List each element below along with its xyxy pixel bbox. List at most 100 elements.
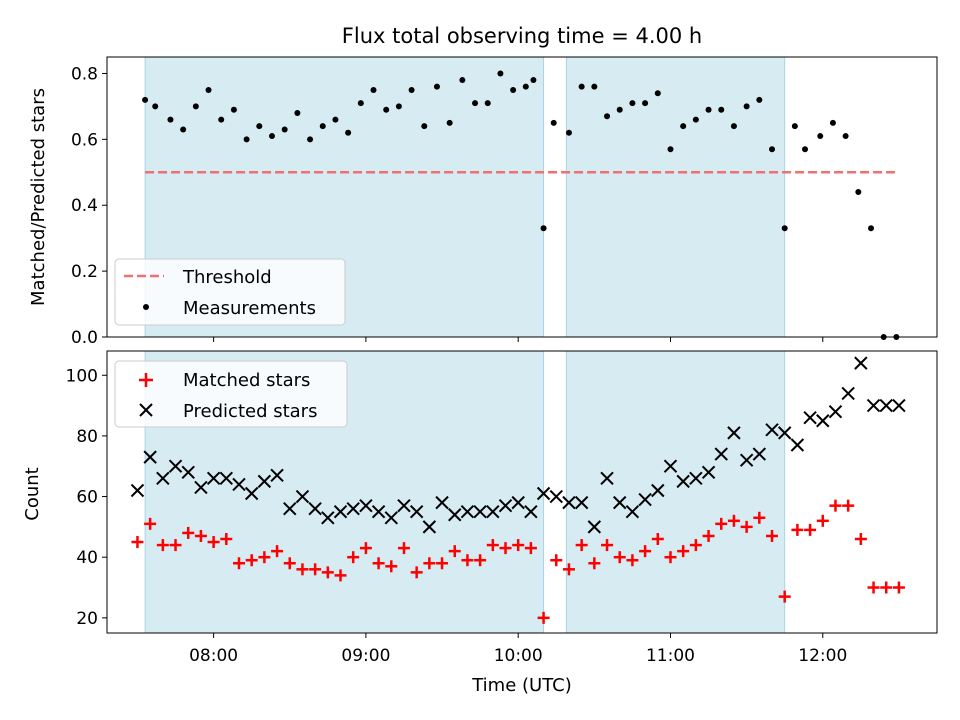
matched-star-point <box>626 554 639 567</box>
measurement-point <box>319 123 326 130</box>
predicted-star-point <box>498 498 513 513</box>
measurement-point <box>550 119 557 126</box>
predicted-star-point <box>701 465 716 479</box>
bottom-legend-box <box>114 360 348 428</box>
measurement-point <box>522 83 529 90</box>
bottom-y-tick-label: 20 <box>76 609 98 629</box>
matched-star-point <box>347 551 360 564</box>
predicted-star-point <box>194 480 208 495</box>
measurement-point <box>578 83 585 90</box>
top-y-tick-label: 0.6 <box>71 130 98 150</box>
predicted-star-point <box>511 495 525 510</box>
bottom-x-axis: 08:00 09:00 10:00 11:00 12:00 <box>189 633 847 666</box>
measurement-point <box>591 83 598 90</box>
matched-star-point <box>651 533 664 545</box>
predicted-star-point <box>879 398 893 413</box>
measurement-point <box>829 119 836 126</box>
predicted-star-point <box>168 459 183 473</box>
measurement-point <box>307 136 314 143</box>
measurement-point <box>530 77 537 84</box>
top-plot-frame <box>106 56 938 338</box>
measurement-point <box>680 123 687 130</box>
predicted-star-point <box>283 501 297 516</box>
matched-star-point <box>296 563 309 576</box>
matched-star-point <box>892 581 905 594</box>
matched-star-point <box>245 554 258 567</box>
measurement-point <box>855 189 862 196</box>
predicted-star-point <box>448 508 462 522</box>
matched-star-point <box>499 542 512 555</box>
predicted-star-point <box>143 450 157 464</box>
legend-predicted-label: Predicted stars <box>183 401 317 422</box>
matched-star-point <box>334 569 347 582</box>
measurement-point <box>497 70 504 77</box>
measurement-point <box>256 123 263 130</box>
measurement-point <box>540 225 547 232</box>
measurement-point <box>472 100 479 107</box>
bottom-y-axis-label: Count <box>22 467 43 520</box>
predicted-star-point <box>866 398 881 413</box>
predicted-star-point <box>460 505 475 519</box>
measurement-point <box>730 123 737 130</box>
matched-star-point <box>512 539 525 552</box>
predicted-star-point <box>435 495 449 510</box>
predicted-star-point <box>600 471 614 486</box>
matched-star-point <box>436 557 449 570</box>
matched-star-point <box>144 517 157 530</box>
measurement-point <box>629 100 636 107</box>
predicted-star-point <box>156 471 170 486</box>
matched-star-point <box>639 545 652 558</box>
measurement-point <box>408 86 415 93</box>
bottom-panel: 20 40 60 80 100 08:00 09:00 10:00 11:00 12:00 Co… <box>22 350 938 696</box>
top-y-tick-label: 0.2 <box>71 262 98 282</box>
measurement-point <box>152 103 159 110</box>
measurement-point <box>743 103 750 110</box>
matched-star-point <box>778 590 791 603</box>
matched-star-point <box>474 554 487 567</box>
top-panel: 0.00.20.40.60.8 Matched/Predicted stars … <box>28 56 938 348</box>
matched-star-point <box>359 542 372 555</box>
measurement-point <box>692 116 699 123</box>
matched-star-point <box>194 529 207 542</box>
measurement-point <box>654 90 661 97</box>
matched-star-point <box>791 523 804 536</box>
predicted-star-point <box>841 386 855 401</box>
bottom-y-tick-label: 100 <box>66 366 98 386</box>
measurement-point <box>205 86 212 93</box>
measurement-point <box>433 83 440 90</box>
matched-star-point <box>397 542 410 555</box>
bottom-y-tick-label: 80 <box>76 427 98 447</box>
predicted-star-point <box>295 489 310 504</box>
matched-star-point <box>220 533 233 545</box>
predicted-star-point <box>384 511 398 525</box>
measurement-point <box>817 133 824 140</box>
predicted-star-point <box>232 477 246 492</box>
measurement-point <box>421 123 428 130</box>
matched-star-point <box>321 566 334 579</box>
predicted-star-point <box>765 423 779 437</box>
predicted-star-point <box>892 398 906 413</box>
measurement-point <box>370 86 377 93</box>
predicted-star-point <box>816 414 830 428</box>
matched-star-point <box>816 514 829 527</box>
measurement-point <box>791 123 798 130</box>
measurement-point <box>868 225 875 232</box>
legend-measurements-label: Measurements <box>183 298 316 319</box>
predicted-star-point <box>574 495 589 510</box>
measurement-point <box>842 133 849 140</box>
top-y-tick-label: 0.0 <box>71 328 98 348</box>
measurement-point <box>642 100 649 107</box>
matched-star-point <box>410 566 423 579</box>
measurement-point <box>383 106 390 113</box>
matched-star-point <box>283 557 296 570</box>
predicted-star-point <box>524 505 538 519</box>
predicted-star-point <box>803 411 817 425</box>
predicted-star-point <box>270 468 284 483</box>
matched-star-point <box>182 526 195 539</box>
matched-star-point <box>689 539 702 552</box>
measurement-point <box>484 100 491 107</box>
x-axis-label: Time (UTC) <box>471 675 572 696</box>
predicted-star-point <box>587 520 602 534</box>
predicted-star-point <box>663 459 678 473</box>
measurement-point <box>142 96 149 103</box>
